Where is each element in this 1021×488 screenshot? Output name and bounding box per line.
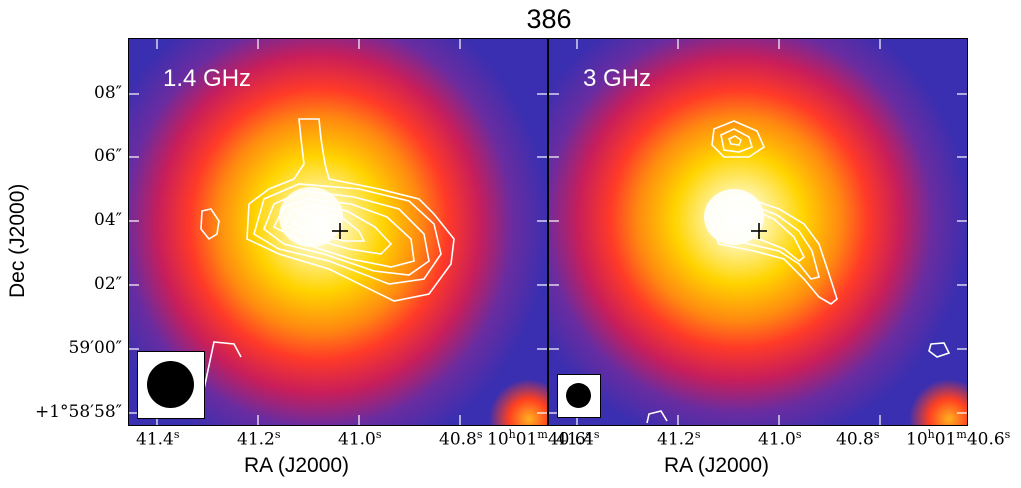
ra-tick-label: 41.0s: [338, 428, 382, 450]
y-axis-title: Dec (J2000): [6, 183, 29, 298]
ra-tick-label: 40.8s: [439, 428, 483, 450]
ra-tick-label: 41.4s: [556, 428, 600, 450]
frame-ticks: [549, 39, 967, 425]
dec-tick-label: 04″: [94, 210, 122, 230]
ra-tick-label: 40.8s: [836, 428, 880, 450]
contours: [200, 118, 455, 390]
beam-box-3ghz: [557, 374, 601, 418]
radio-map-3ghz: [549, 39, 967, 425]
ra-tick-label: 41.2s: [657, 428, 701, 450]
dec-tick-label: +1°58′58″: [34, 402, 122, 422]
panel-label-3ghz: 3 GHz: [583, 65, 652, 92]
peak: [279, 187, 343, 247]
beam-box-1p4ghz: [137, 351, 205, 419]
ra-tick-label: 41.0s: [758, 428, 802, 450]
frame-ticks: [129, 39, 547, 425]
contours: [646, 120, 951, 424]
dec-tick-label: 06″: [94, 146, 122, 166]
center-cross: [332, 223, 348, 239]
ra-tick-label: 41.2s: [237, 428, 281, 450]
beam-ellipse: [566, 383, 591, 408]
panel-label-1p4ghz: 1.4 GHz: [163, 65, 252, 92]
x-axis-title: RA (J2000): [664, 454, 770, 477]
ra-end-label: 10h01m40.6s: [906, 428, 1011, 450]
dec-tick-label: 02″: [94, 274, 122, 294]
radio-map-1p4ghz: [129, 39, 547, 425]
center-cross: [751, 223, 767, 239]
beam-ellipse: [147, 361, 194, 408]
dec-tick-label: 08″: [94, 83, 122, 103]
ra-tick-label: 41.4s: [136, 428, 180, 450]
peak: [704, 189, 764, 245]
dec-tick-label: 59′00″: [68, 338, 122, 358]
panel-1p4ghz: 1.4 GHz: [128, 38, 548, 426]
panel-3ghz: 3 GHz: [548, 38, 968, 426]
x-axis-title: RA (J2000): [244, 454, 350, 477]
figure-title: 386: [526, 4, 572, 34]
ra-end-label: 10h01m40.6s: [487, 428, 592, 450]
